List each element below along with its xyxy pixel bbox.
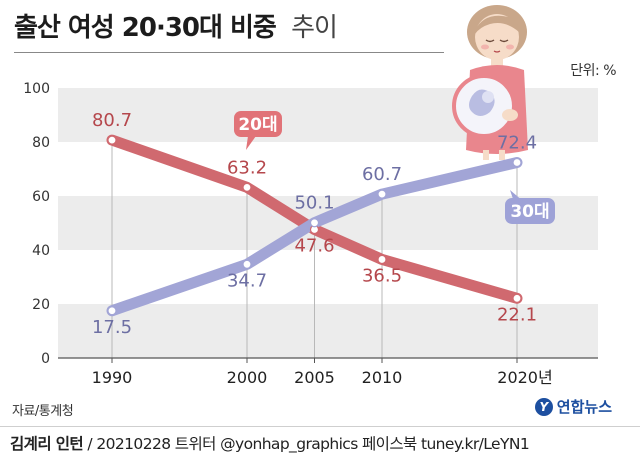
data-point (107, 306, 117, 316)
series-badge-20s: 20대 (238, 115, 277, 135)
title-underline (14, 52, 444, 53)
credit-details: / 20210228 트위터 @yonhap_graphics 페이스북 tun… (83, 435, 530, 453)
y-axis-ticks: 0 20 40 60 80 100 (23, 81, 50, 367)
x-axis-ticks: 1990 2000 2005 2010 2020년 (92, 358, 553, 387)
data-labels: 80.7 63.2 47.6 36.5 22.1 17.5 34.7 50.1 60.7 72.4 (92, 110, 537, 338)
x-tick-label: 2020년 (497, 368, 552, 387)
data-point (377, 189, 387, 199)
data-point (377, 254, 387, 265)
pregnant-woman-illustration (452, 5, 528, 160)
series-badges: 20대 30대 (234, 111, 555, 224)
data-point (309, 218, 320, 228)
chart-vertical-guides (111, 140, 518, 358)
data-label: 17.5 (92, 317, 132, 338)
series-badge-30s-pointer (510, 190, 524, 202)
data-label: 80.7 (92, 110, 132, 131)
y-tick-label: 100 (23, 81, 50, 97)
data-point (242, 182, 252, 192)
series-badge-20s-bg (234, 111, 282, 137)
title-main: 출산 여성 20·30대 비중 (14, 13, 277, 43)
y-tick-label: 20 (32, 297, 50, 313)
line-chart: 0 20 40 60 80 100 1990 2000 2005 2010 2020년 80.7 6… (23, 5, 598, 387)
y-tick-label: 40 (32, 243, 50, 259)
y-tick-label: 80 (32, 135, 50, 151)
credit-author: 김계리 인턴 (10, 435, 84, 453)
footer-divider (0, 426, 640, 427)
series-badge-20s-pointer (246, 136, 256, 150)
x-tick-label: 1990 (92, 368, 133, 387)
y-tick-label: 0 (41, 351, 50, 367)
data-label: 47.6 (294, 235, 334, 256)
data-label: 22.1 (497, 304, 537, 325)
data-point (512, 293, 522, 303)
data-label: 50.1 (294, 193, 334, 214)
x-tick-label: 2005 (294, 368, 335, 387)
logo-text: 연합뉴스 (556, 398, 612, 416)
data-point (107, 135, 117, 145)
data-label: 60.7 (362, 164, 402, 185)
grid-band (58, 304, 598, 358)
y-tick-label: 60 (32, 189, 50, 205)
data-label: 36.5 (362, 265, 402, 286)
data-point (512, 157, 522, 168)
data-point (242, 259, 252, 269)
x-tick-label: 2000 (227, 368, 268, 387)
data-label: 72.4 (497, 133, 537, 154)
series-badge-30s-bg (505, 198, 555, 224)
data-label: 34.7 (227, 270, 267, 291)
title-sub: 추이 (291, 13, 338, 43)
unit-label: 단위: % (570, 63, 616, 79)
yonhap-logo: Y 연합뉴스 (534, 396, 612, 417)
yonhap-logo-icon: Y (534, 397, 553, 416)
series-badge-30s: 30대 (510, 202, 549, 222)
x-tick-label: 2010 (362, 368, 403, 387)
chart-title: 출산 여성 20·30대 비중 추이 (14, 8, 338, 48)
data-label: 63.2 (227, 157, 267, 178)
credit-line: 김계리 인턴 / 20210228 트위터 @yonhap_graphics 페… (10, 432, 530, 454)
source-label: 자료/통계청 (12, 404, 74, 419)
series-points (107, 135, 522, 316)
